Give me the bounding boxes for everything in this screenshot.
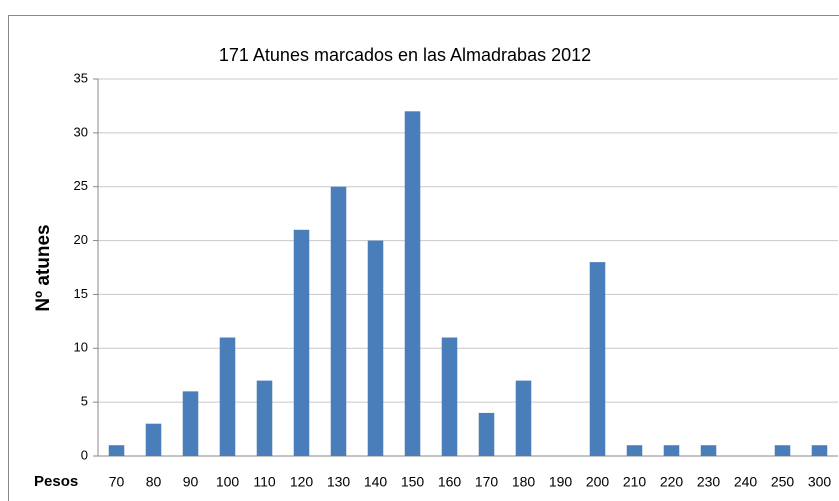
- bar: [330, 186, 347, 456]
- x-tick-label: 300: [808, 474, 832, 490]
- x-tick-label: 210: [623, 474, 647, 490]
- x-tick-label: 120: [290, 474, 314, 490]
- bar: [293, 229, 310, 456]
- bar: [145, 423, 162, 456]
- bar: [700, 445, 717, 456]
- x-tick-label: 130: [327, 474, 351, 490]
- x-tick-label: 80: [146, 474, 162, 490]
- x-tick-label: 250: [771, 474, 795, 490]
- x-tick-label: 90: [183, 474, 199, 490]
- bar: [774, 445, 791, 456]
- y-axis-label: Nº atunes: [33, 224, 54, 311]
- x-tick-label: 70: [109, 474, 125, 490]
- bar: [811, 445, 828, 456]
- bar: [441, 337, 458, 456]
- y-tick-label: 35: [74, 70, 88, 85]
- bar: [663, 445, 680, 456]
- y-tick-label: 0: [81, 447, 88, 462]
- x-tick-label: 240: [734, 474, 758, 490]
- y-tick-label: 30: [74, 124, 88, 139]
- x-tick-label: 100: [216, 474, 240, 490]
- bar: [404, 111, 421, 457]
- bar: [256, 380, 273, 456]
- x-tick-label: 200: [586, 474, 610, 490]
- x-tick-label: 110: [253, 474, 276, 490]
- bar: [589, 262, 606, 456]
- x-tick-label: 180: [512, 474, 536, 490]
- x-tick-label: 190: [549, 474, 573, 490]
- x-tick-label: 150: [401, 474, 425, 490]
- bar: [626, 445, 643, 456]
- x-tick-label: 230: [697, 474, 721, 490]
- y-tick-label: 25: [74, 178, 88, 193]
- bar: [108, 445, 125, 456]
- y-tick-label: 15: [74, 286, 88, 301]
- x-tick-label: 140: [364, 474, 388, 490]
- bar: [182, 391, 199, 456]
- bar: [367, 240, 384, 456]
- x-tick-label: 160: [438, 474, 462, 490]
- chart-title: 171 Atunes marcados en las Almadrabas 20…: [219, 45, 591, 65]
- y-tick-label: 5: [81, 394, 88, 409]
- chart-frame: [8, 15, 839, 501]
- y-tick-label: 10: [74, 340, 88, 355]
- bar: [515, 380, 532, 456]
- y-tick-label: 20: [74, 232, 88, 247]
- x-axis-label: Pesos: [34, 473, 78, 490]
- x-tick-label: 170: [475, 474, 499, 490]
- bar: [219, 337, 236, 456]
- bar: [478, 412, 495, 456]
- x-tick-label: 220: [660, 474, 684, 490]
